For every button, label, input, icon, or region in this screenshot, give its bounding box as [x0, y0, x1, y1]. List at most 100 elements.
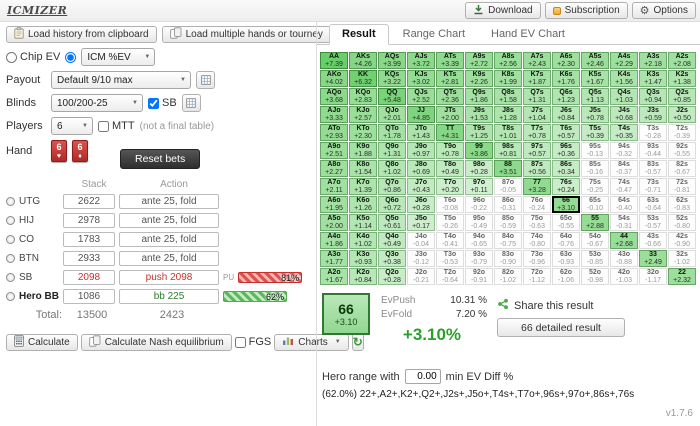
grid-cell-A8o[interactable]: A8o +2.27 [320, 160, 348, 177]
grid-cell-72s[interactable]: 72s -0.81 [668, 178, 696, 195]
grid-cell-A4o[interactable]: A4o +1.86 [320, 232, 348, 249]
grid-cell-85o[interactable]: 85o -0.59 [494, 214, 522, 231]
grid-cell-63s[interactable]: 63s -0.64 [639, 196, 667, 213]
grid-cell-J5o[interactable]: J5o +0.17 [407, 214, 435, 231]
grid-cell-74o[interactable]: 74o -0.80 [523, 232, 551, 249]
position-radio[interactable] [6, 235, 15, 244]
icm-ev-radio[interactable] [65, 51, 77, 63]
tab-hand-ev-chart[interactable]: Hand EV Chart [491, 28, 565, 40]
grid-cell-K6o[interactable]: K6o +1.26 [349, 196, 377, 213]
grid-cell-K2o[interactable]: K2o +0.84 [349, 268, 377, 285]
grid-cell-Q8o[interactable]: Q8o +1.02 [378, 160, 406, 177]
grid-cell-J8o[interactable]: J8o +0.69 [407, 160, 435, 177]
action-input[interactable]: ante 25, fold [119, 251, 219, 266]
grid-cell-K8o[interactable]: K8o +1.54 [349, 160, 377, 177]
stack-input[interactable]: 2622 [63, 194, 115, 209]
grid-cell-Q7s[interactable]: Q7s +1.31 [523, 88, 551, 105]
grid-cell-AJs[interactable]: AJs +3.72 [407, 52, 435, 69]
grid-cell-KTs[interactable]: KTs +2.81 [436, 70, 464, 87]
position-radio[interactable] [6, 197, 15, 206]
load-multiple-button[interactable]: Load multiple hands or tourney [161, 26, 331, 43]
load-history-button[interactable]: Load history from clipboard [6, 26, 157, 43]
grid-cell-A7s[interactable]: A7s +2.43 [523, 52, 551, 69]
action-input[interactable]: ante 25, fold [119, 213, 219, 228]
grid-cell-95s[interactable]: 95s -0.13 [581, 142, 609, 159]
grid-cell-32o[interactable]: 32o -1.17 [639, 268, 667, 285]
grid-cell-44[interactable]: 44 +2.68 [610, 232, 638, 249]
grid-cell-K4s[interactable]: K4s +1.56 [610, 70, 638, 87]
fgs-checkbox[interactable] [234, 336, 246, 348]
grid-cell-A3s[interactable]: A3s +2.18 [639, 52, 667, 69]
grid-cell-AJo[interactable]: AJo +3.33 [320, 106, 348, 123]
hero-card-1[interactable]: 6 ♥ [51, 140, 67, 162]
grid-cell-JTs[interactable]: JTs +2.00 [436, 106, 464, 123]
grid-cell-T9s[interactable]: T9s +1.25 [465, 124, 493, 141]
grid-cell-J9s[interactable]: J9s +1.53 [465, 106, 493, 123]
grid-cell-92o[interactable]: 92o -0.91 [465, 268, 493, 285]
grid-cell-53o[interactable]: 53o -0.85 [581, 250, 609, 267]
grid-cell-Q5s[interactable]: Q5s +1.13 [581, 88, 609, 105]
charts-button[interactable]: Charts ▼ [274, 333, 349, 351]
grid-cell-J4s[interactable]: J4s +0.68 [610, 106, 638, 123]
hero-card-2[interactable]: 6 ♦ [72, 140, 88, 162]
share-result-link[interactable]: Share this result [497, 298, 593, 313]
grid-cell-A5s[interactable]: A5s +2.46 [581, 52, 609, 69]
action-input[interactable]: bb 225 [119, 289, 219, 304]
grid-cell-22[interactable]: 22 +2.32 [668, 268, 696, 285]
grid-cell-J9o[interactable]: J9o +0.97 [407, 142, 435, 159]
min-ev-diff-input[interactable] [404, 369, 441, 384]
grid-cell-K3o[interactable]: K3o +0.93 [349, 250, 377, 267]
grid-cell-Q4s[interactable]: Q4s +1.03 [610, 88, 638, 105]
grid-cell-K7s[interactable]: K7s +1.87 [523, 70, 551, 87]
grid-cell-KQo[interactable]: KQo +2.83 [349, 88, 377, 105]
grid-cell-A5o[interactable]: A5o +2.00 [320, 214, 348, 231]
grid-cell-73s[interactable]: 73s -0.71 [639, 178, 667, 195]
grid-cell-QQ[interactable]: QQ +5.48 [378, 88, 406, 105]
grid-cell-42o[interactable]: 42o -1.03 [610, 268, 638, 285]
grid-cell-86s[interactable]: 86s +0.34 [552, 160, 580, 177]
grid-cell-94o[interactable]: 94o -0.65 [465, 232, 493, 249]
grid-cell-KTo[interactable]: KTo +2.30 [349, 124, 377, 141]
grid-cell-A3o[interactable]: A3o +1.77 [320, 250, 348, 267]
grid-cell-J4o[interactable]: J4o -0.04 [407, 232, 435, 249]
grid-cell-98o[interactable]: 98o +0.28 [465, 160, 493, 177]
position-radio[interactable] [6, 254, 15, 263]
grid-cell-43s[interactable]: 43s -0.66 [639, 232, 667, 249]
grid-cell-K3s[interactable]: K3s +1.47 [639, 70, 667, 87]
grid-cell-72o[interactable]: 72o -1.12 [523, 268, 551, 285]
grid-cell-73o[interactable]: 73o -0.96 [523, 250, 551, 267]
grid-cell-T6s[interactable]: T6s +0.57 [552, 124, 580, 141]
grid-cell-QTo[interactable]: QTo +1.78 [378, 124, 406, 141]
grid-cell-52s[interactable]: 52s -0.80 [668, 214, 696, 231]
grid-cell-66[interactable]: 66 +3.10 [552, 196, 580, 213]
grid-cell-64o[interactable]: 64o -0.76 [552, 232, 580, 249]
grid-cell-ATs[interactable]: ATs +3.39 [436, 52, 464, 69]
grid-cell-T9o[interactable]: T9o +0.78 [436, 142, 464, 159]
grid-cell-84s[interactable]: 84s -0.37 [610, 160, 638, 177]
grid-cell-AQs[interactable]: AQs +3.99 [378, 52, 406, 69]
grid-cell-A2s[interactable]: A2s +2.08 [668, 52, 696, 69]
stack-input[interactable]: 1086 [63, 289, 115, 304]
grid-cell-97s[interactable]: 97s +0.57 [523, 142, 551, 159]
detailed-result-button[interactable]: 66 detailed result [497, 318, 625, 337]
grid-cell-Q4o[interactable]: Q4o +0.49 [378, 232, 406, 249]
grid-cell-52o[interactable]: 52o -0.98 [581, 268, 609, 285]
grid-cell-Q2o[interactable]: Q2o +0.28 [378, 268, 406, 285]
grid-cell-88[interactable]: 88 +3.51 [494, 160, 522, 177]
grid-cell-63o[interactable]: 63o -0.93 [552, 250, 580, 267]
grid-cell-T5o[interactable]: T5o -0.26 [436, 214, 464, 231]
grid-cell-K4o[interactable]: K4o +1.02 [349, 232, 377, 249]
position-radio[interactable] [6, 292, 15, 301]
grid-cell-64s[interactable]: 64s -0.40 [610, 196, 638, 213]
grid-cell-85s[interactable]: 85s -0.16 [581, 160, 609, 177]
grid-cell-T3s[interactable]: T3s -0.28 [639, 124, 667, 141]
grid-cell-J2s[interactable]: J2s +0.50 [668, 106, 696, 123]
grid-cell-KJo[interactable]: KJo +2.57 [349, 106, 377, 123]
grid-cell-87o[interactable]: 87o -0.05 [494, 178, 522, 195]
grid-cell-T5s[interactable]: T5s +0.39 [581, 124, 609, 141]
grid-cell-T7o[interactable]: T7o +0.20 [436, 178, 464, 195]
icm-ev-option[interactable] [65, 51, 77, 63]
blinds-editor-button[interactable] [181, 94, 201, 112]
grid-cell-Q6o[interactable]: Q6o +0.72 [378, 196, 406, 213]
sb-checkbox-option[interactable]: SB [148, 97, 177, 109]
